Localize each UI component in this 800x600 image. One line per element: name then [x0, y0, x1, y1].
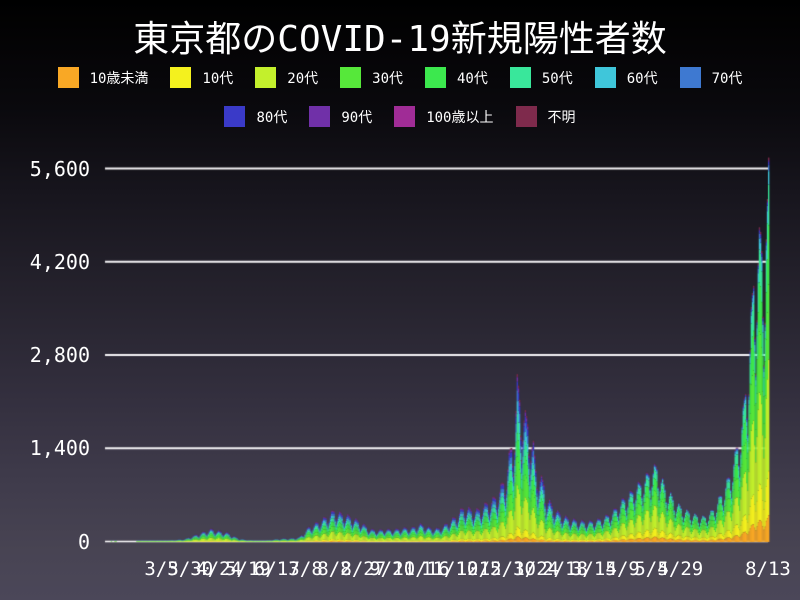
chart-title: 東京都のCOVID-19新規陽性者数 — [133, 19, 667, 60]
legend-label: 10歳未満 — [89, 70, 149, 87]
x-tick-label: 12/30 — [478, 558, 536, 580]
x-tick-label: 8/2 — [317, 558, 352, 580]
legend-swatch — [515, 106, 537, 127]
x-tick-label: 5/29 — [657, 558, 704, 580]
legend-item: 50代 — [509, 67, 573, 88]
legend-swatch — [394, 106, 416, 127]
legend-label: 50代 — [541, 70, 573, 87]
legend-item: 60代 — [594, 67, 658, 88]
x-tick-label: 8/13 — [745, 558, 791, 580]
legend-label: 80代 — [256, 109, 288, 126]
legend-swatch — [340, 67, 362, 88]
x-tick-label: 10/16 — [392, 558, 450, 580]
legend-swatch — [425, 67, 446, 88]
x-tick-label: 3/5 — [144, 558, 179, 580]
x-tick-label: 5/19 — [225, 558, 271, 580]
legend-row-2: 80代 90代 100歳以上 不明 — [0, 106, 800, 127]
legend-label: 100歳以上 — [426, 109, 494, 126]
x-tick-label: 4/9 — [605, 558, 640, 580]
legend-item: 30代 — [340, 67, 403, 88]
legend-item: 不明 — [515, 106, 576, 127]
x-tick-label: 6/13 — [253, 558, 300, 580]
legend-swatch — [509, 67, 531, 88]
legend-label: 20代 — [287, 70, 319, 87]
x-tick-label: 3/15 — [570, 558, 617, 580]
x-tick-label: 1/24 — [513, 558, 560, 580]
y-tick-label: 4,200 — [29, 249, 90, 274]
x-tick-label: 12/5 — [455, 558, 502, 580]
legend-item: 90代 — [309, 106, 372, 127]
x-tick-label: 4/24 — [196, 558, 243, 580]
x-tick-label: 2/18 — [542, 558, 588, 580]
legend-label: 70代 — [711, 70, 743, 87]
legend-item: 10代 — [170, 67, 233, 88]
y-tick-label: 0 — [77, 529, 90, 554]
x-tick-label: 3/30 — [167, 558, 214, 580]
x-tick-label: 8/27 — [340, 558, 387, 580]
y-tick-label: 5,600 — [29, 156, 90, 181]
legend-label: 60代 — [626, 70, 658, 87]
y-tick-label: 1,400 — [29, 436, 90, 461]
legend-swatch — [170, 67, 192, 88]
legend-label: 90代 — [341, 109, 373, 126]
legend-swatch — [57, 67, 79, 88]
x-tick-label: 7/8 — [288, 558, 323, 580]
legend-item: 80代 — [224, 106, 287, 127]
legend-swatch — [679, 67, 701, 88]
legend-label: 10代 — [202, 70, 234, 87]
legend-item: 20代 — [255, 67, 318, 88]
legend-item: 100歳以上 — [394, 106, 494, 127]
legend-item: 40代 — [425, 67, 488, 88]
legend-row-1: 10歳未満 10代 20代 30代 40代 50代 60代 70代 — [0, 67, 800, 88]
legend-label: 30代 — [372, 70, 403, 87]
legend-label: 不明 — [547, 109, 576, 126]
x-tick-label: 5/4 — [634, 558, 669, 580]
legend-label: 40代 — [457, 70, 488, 87]
x-tick-label: 11/10 — [421, 558, 479, 580]
legend-swatch — [224, 106, 246, 127]
legend-swatch — [255, 67, 277, 88]
legend-item: 10歳未満 — [57, 67, 149, 88]
legend-swatch — [594, 67, 616, 88]
x-tick-label: 9/21 — [369, 558, 415, 580]
y-tick-label: 2,800 — [29, 343, 90, 367]
legend-item: 70代 — [679, 67, 743, 88]
legend-swatch — [309, 106, 331, 127]
